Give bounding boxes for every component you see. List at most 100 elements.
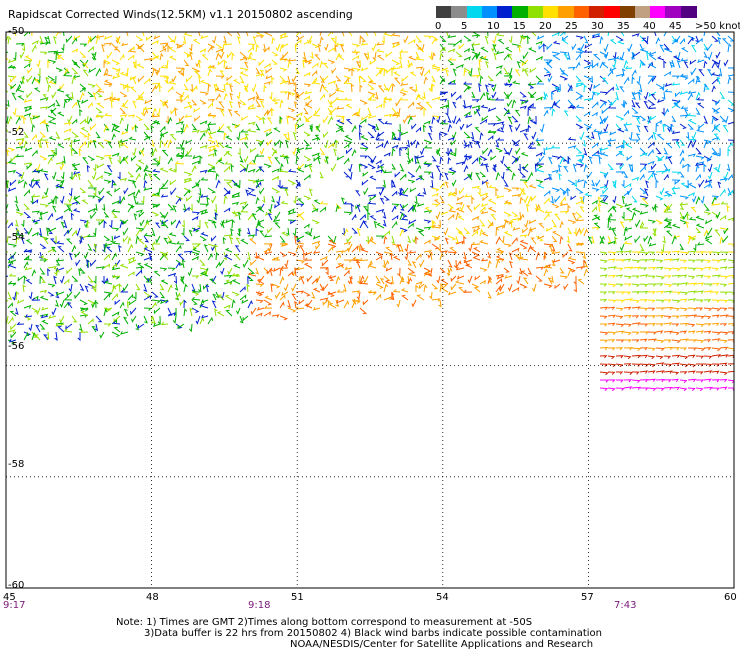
wind-barb <box>91 171 97 181</box>
wind-barb <box>431 235 441 241</box>
wind-barb <box>543 109 549 117</box>
wind-barb <box>417 230 425 237</box>
wind-barb <box>77 173 82 181</box>
wind-barb <box>161 219 169 225</box>
wind-barb <box>577 159 585 165</box>
wind-barb <box>408 250 417 254</box>
lat-tick-label: -58 <box>8 459 25 470</box>
wind-barb <box>160 131 169 137</box>
wind-barb <box>615 315 624 319</box>
wind-barb <box>183 283 188 293</box>
wind-barb <box>93 227 97 237</box>
wind-barb <box>607 163 614 170</box>
wind-barb <box>343 259 353 263</box>
wind-barb <box>135 227 145 232</box>
wind-barb <box>591 142 599 149</box>
wind-barb <box>447 171 456 176</box>
wind-barb <box>243 142 249 149</box>
wind-barb <box>404 243 409 253</box>
wind-barb <box>311 62 319 69</box>
wind-barb <box>103 211 110 218</box>
wind-barb <box>727 307 734 311</box>
wind-barb <box>130 307 137 316</box>
wind-barb <box>511 172 516 181</box>
wind-barb <box>369 215 377 221</box>
wind-barb <box>685 131 690 140</box>
wind-barb <box>534 203 539 212</box>
wind-barb <box>122 99 129 107</box>
wind-barb <box>63 328 73 333</box>
wind-barb <box>216 129 225 133</box>
wind-barb <box>703 259 712 264</box>
wind-barb <box>127 191 136 197</box>
wind-barb <box>209 278 217 285</box>
wind-barb <box>239 294 247 301</box>
wind-barb <box>99 331 105 339</box>
wind-barb <box>255 312 263 317</box>
wind-barb <box>679 259 688 263</box>
wind-barb <box>383 296 392 301</box>
wind-barb <box>680 347 688 351</box>
wind-barb <box>471 185 480 190</box>
wind-barb <box>279 168 289 173</box>
wind-barb <box>68 283 73 293</box>
wind-barb <box>169 179 177 186</box>
wind-barb <box>345 103 353 109</box>
wind-barb <box>451 131 457 140</box>
wind-barb <box>415 281 423 286</box>
wind-barb <box>157 155 161 164</box>
wind-barb <box>37 139 41 149</box>
wind-barb <box>711 347 721 352</box>
wind-barb <box>545 227 553 232</box>
wind-barb <box>76 99 81 109</box>
wind-barb <box>295 179 302 187</box>
wind-barb <box>223 189 231 197</box>
wind-barb <box>225 310 233 317</box>
wind-barb <box>23 99 33 103</box>
wind-barb <box>49 110 57 117</box>
wind-barb <box>391 214 399 221</box>
wind-barb <box>165 115 169 124</box>
wind-barb <box>647 170 656 175</box>
wind-barb <box>174 160 185 165</box>
wind-barb <box>247 106 257 110</box>
colorbar-label: 40 <box>643 21 656 32</box>
wind-barb <box>337 55 345 61</box>
wind-barb <box>671 250 681 254</box>
wind-barb <box>671 354 681 358</box>
wind-barb <box>663 267 673 272</box>
wind-barb <box>447 137 455 141</box>
wind-barb <box>255 43 260 53</box>
wind-barb <box>303 139 311 146</box>
wind-barb <box>695 37 703 45</box>
wind-barb <box>207 68 213 77</box>
wind-barb <box>623 379 633 383</box>
wind-barb <box>567 84 573 93</box>
wind-barb <box>471 51 481 57</box>
wind-barb <box>431 192 439 197</box>
wind-barb <box>287 91 296 96</box>
wind-barb <box>503 67 509 75</box>
wind-barb <box>218 101 225 109</box>
wind-barb <box>151 291 159 298</box>
wind-barb <box>351 203 355 213</box>
wind-barb <box>415 35 423 43</box>
wind-barb <box>727 217 734 222</box>
wind-barb <box>82 59 89 68</box>
wind-barb <box>255 123 261 131</box>
wind-barb <box>528 219 537 225</box>
wind-barb <box>55 131 61 140</box>
wind-barb <box>14 195 18 204</box>
wind-barb <box>449 246 457 253</box>
lon-tick-label: 45 <box>3 592 16 603</box>
wind-barb <box>687 250 697 254</box>
wind-barb <box>105 191 113 197</box>
wind-barb <box>583 268 589 277</box>
wind-barb <box>324 43 329 52</box>
wind-barb <box>583 228 589 237</box>
wind-barb <box>6 149 10 157</box>
wind-barb <box>575 83 585 88</box>
wind-barb <box>215 48 224 53</box>
wind-barb <box>308 227 313 236</box>
